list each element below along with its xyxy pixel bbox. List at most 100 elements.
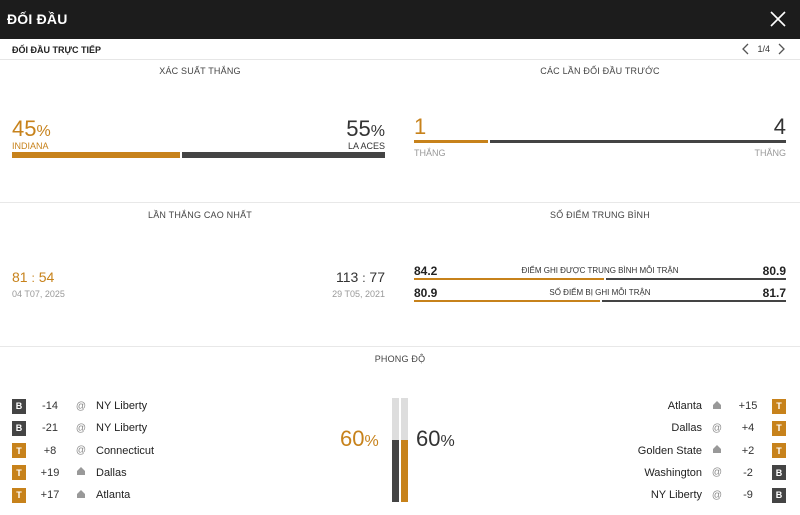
chevron-left-icon[interactable]	[741, 43, 751, 55]
previous-right-bar	[490, 140, 786, 143]
win-prob-left-team: INDIANA	[12, 141, 49, 151]
opponent-team[interactable]: NY Liberty	[96, 400, 148, 412]
away-icon: @	[711, 422, 723, 434]
form-game-row: Dallas @ +4 T	[671, 420, 786, 436]
opponent-team[interactable]: Golden State	[637, 444, 702, 457]
win-prob-right-unit: %	[370, 123, 385, 140]
form-game-row: B -14 @ NY Liberty	[12, 398, 147, 414]
opponent-team[interactable]: Dallas	[671, 422, 702, 435]
form-right-vbar	[401, 398, 408, 502]
biggest-win-right-a: 113	[335, 269, 359, 285]
previous-left-bar	[414, 140, 488, 143]
avg-scored-label: ĐIỂM GHI ĐƯỢC TRUNG BÌNH MỖI TRẬN	[521, 266, 679, 275]
opponent-team[interactable]: NY Liberty	[650, 489, 702, 502]
biggest-win-left-score: 81 : 54	[12, 269, 54, 285]
win-prob-right-bar	[182, 152, 385, 158]
result-badge: T	[772, 443, 786, 459]
game-score: +4	[741, 422, 755, 435]
form-game-row: Washington @ -2 B	[644, 465, 786, 481]
avg-conceded-right: 81.7	[762, 286, 786, 300]
previous-right-label: THẮNG	[754, 148, 787, 158]
result-badge: T	[12, 487, 26, 503]
home-icon	[710, 444, 724, 457]
win-prob-left-bar	[12, 152, 180, 158]
game-score: +19	[40, 466, 60, 479]
opponent-team[interactable]: Atlanta	[96, 489, 131, 502]
form-right-pct-value: 60	[416, 426, 441, 451]
result-badge: T	[12, 443, 26, 459]
form-left-vbar-fill	[392, 440, 399, 502]
form-game-row: Golden State +2 T	[638, 443, 786, 459]
close-icon[interactable]	[768, 9, 788, 29]
win-prob-left-value: 45	[12, 116, 37, 141]
biggest-win-right-date: 29 T05, 2021	[332, 289, 385, 299]
biggest-win-left-a: 81	[12, 269, 28, 285]
form-game-row: Atlanta +15 T	[668, 398, 786, 414]
opponent-team[interactable]: Washington	[644, 466, 702, 479]
previous-title: CÁC LẦN ĐỐI ĐẦU TRƯỚC	[540, 66, 660, 76]
win-prob-right-value: 55	[346, 116, 371, 141]
away-icon: @	[75, 445, 87, 457]
opponent-team[interactable]: Connecticut	[96, 444, 155, 457]
avg-row-scored: 84.2 ĐIỂM GHI ĐƯỢC TRUNG BÌNH MỖI TRẬN 8…	[414, 264, 786, 280]
form-left-pct-unit: %	[364, 433, 379, 450]
page-title: ĐỐI ĐẦU	[7, 11, 68, 27]
win-prob-title: XÁC SUẤT THẮNG	[159, 66, 241, 76]
win-prob-left-unit: %	[36, 123, 51, 140]
biggest-win-left-sep: :	[31, 271, 35, 285]
avg-row-conceded: 80.9 SỐ ĐIỂM BỊ GHI MỖI TRẬN 81.7	[414, 286, 786, 302]
biggest-win-right-score: 113 : 77	[336, 269, 385, 285]
result-badge: B	[12, 398, 26, 414]
divider	[0, 202, 800, 203]
opponent-team[interactable]: Atlanta	[667, 400, 702, 412]
win-prob-right-team: LA ACES	[347, 141, 385, 151]
game-score: +8	[43, 444, 57, 457]
avg-conceded-right-bar	[602, 300, 786, 302]
win-prob-left: 45%	[12, 118, 51, 141]
previous-left-label: THẮNG	[414, 148, 446, 158]
form-game-row: NY Liberty @ -9 B	[651, 487, 786, 503]
biggest-win-title: LẦN THẮNG CAO NHẤT	[148, 210, 252, 220]
form-game-row: T +17 Atlanta	[12, 487, 130, 503]
win-prob-right: 55%	[346, 118, 385, 141]
form-left-vbar	[392, 398, 399, 502]
game-score: +17	[40, 489, 60, 502]
avg-scored-right-bar	[606, 278, 786, 280]
home-icon	[74, 489, 88, 502]
avg-conceded-left-bar	[414, 300, 600, 302]
pager: 1/4	[741, 43, 786, 55]
form-game-row: B -21 @ NY Liberty	[12, 420, 147, 436]
away-icon: @	[711, 489, 723, 501]
form-right-pct: 60%	[416, 428, 455, 451]
result-badge: T	[772, 420, 786, 436]
home-icon	[74, 466, 88, 479]
result-badge: B	[772, 487, 786, 503]
biggest-win-left-date: 04 T07, 2025	[12, 289, 65, 299]
sub-header: ĐỐI ĐẦU TRỰC TIẾP 1/4	[0, 39, 800, 60]
previous-left-value: 1	[414, 114, 427, 139]
form-right-vbar-fill	[401, 440, 408, 502]
result-badge: T	[12, 465, 26, 481]
chevron-right-icon[interactable]	[776, 43, 786, 55]
previous-right-value: 4	[773, 114, 786, 139]
avg-conceded-left: 80.9	[414, 286, 438, 300]
biggest-win-right-sep: :	[362, 271, 366, 285]
form-right-pct-unit: %	[440, 433, 455, 450]
game-score: +15	[738, 400, 758, 412]
avg-scored-left-bar	[414, 278, 604, 280]
opponent-team[interactable]: Dallas	[96, 466, 127, 479]
avg-scored-right: 80.9	[762, 264, 786, 278]
form-left-pct-value: 60	[340, 426, 365, 451]
form-game-row: T +8 @ Connecticut	[12, 443, 154, 459]
divider	[0, 346, 800, 347]
section-label: ĐỐI ĐẦU TRỰC TIẾP	[12, 45, 101, 55]
biggest-win-left-b: 54	[38, 269, 55, 285]
away-icon: @	[75, 400, 87, 412]
result-badge: B	[12, 420, 26, 436]
away-icon: @	[711, 467, 723, 479]
form-title: PHONG ĐỘ	[374, 354, 426, 364]
pager-label: 1/4	[757, 44, 770, 54]
opponent-team[interactable]: NY Liberty	[96, 422, 148, 435]
game-score: +2	[741, 444, 755, 457]
game-score: -2	[743, 466, 753, 479]
